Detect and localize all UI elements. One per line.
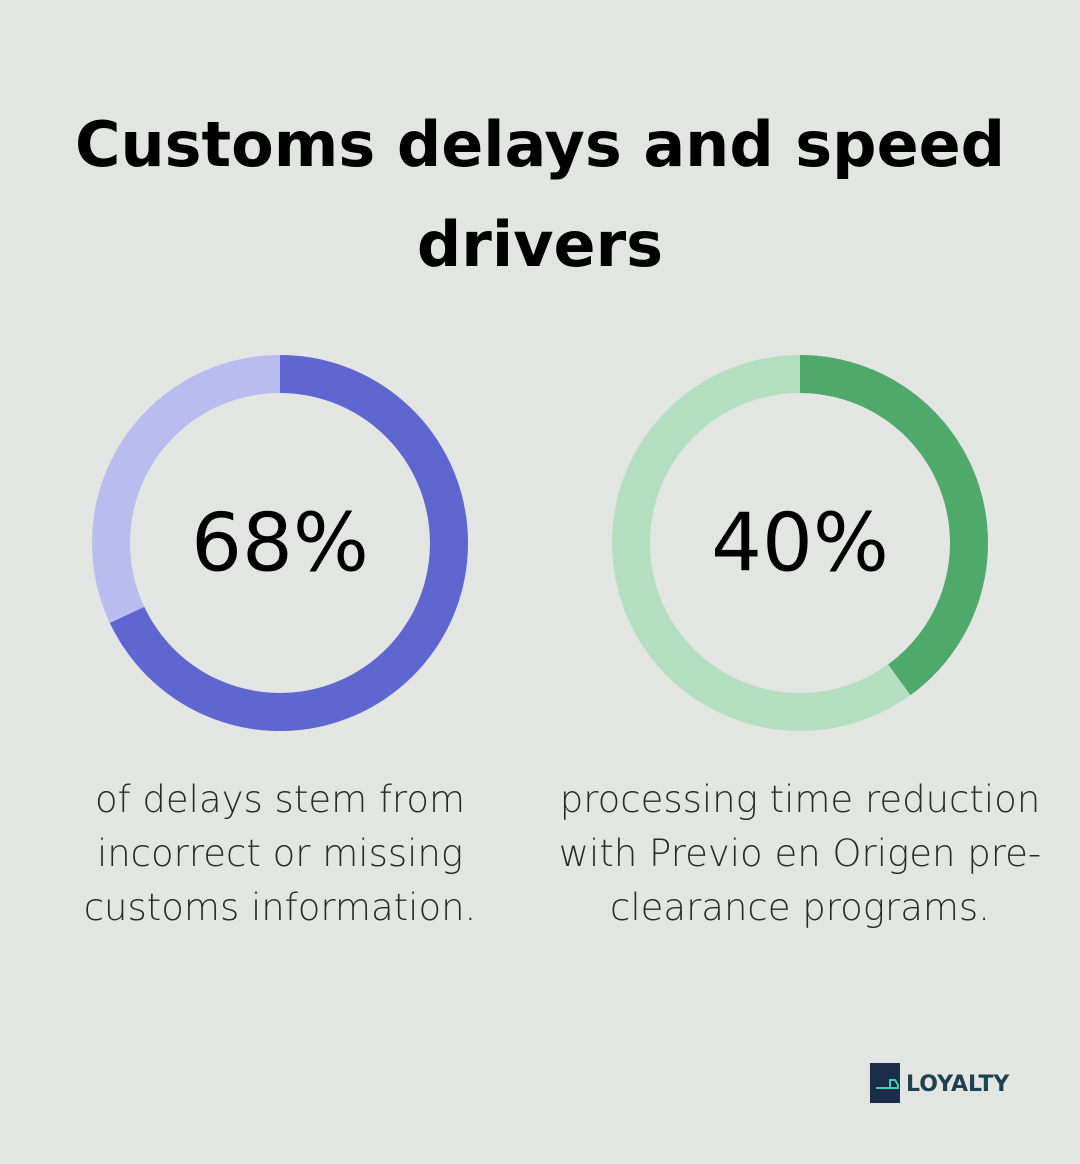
logo-truck — [876, 1079, 899, 1089]
title: Customs delays and speed drivers — [74, 108, 1006, 281]
logo-text: LOYALTY — [906, 1072, 1010, 1097]
caption-line: of delays stem from — [95, 778, 465, 821]
caption-line: with Previo en Origen pre- — [559, 832, 1041, 875]
caption-line: customs information. — [84, 886, 477, 929]
value-label: 40% — [711, 497, 889, 590]
caption-line: clearance programs. — [610, 886, 990, 929]
caption-line: processing time reduction — [560, 778, 1041, 821]
caption-line: incorrect or missing — [97, 832, 463, 875]
value-label: 68% — [191, 497, 369, 590]
logo-icon — [870, 1063, 900, 1103]
donut-arc — [799, 355, 988, 696]
donut-arc — [109, 355, 468, 731]
